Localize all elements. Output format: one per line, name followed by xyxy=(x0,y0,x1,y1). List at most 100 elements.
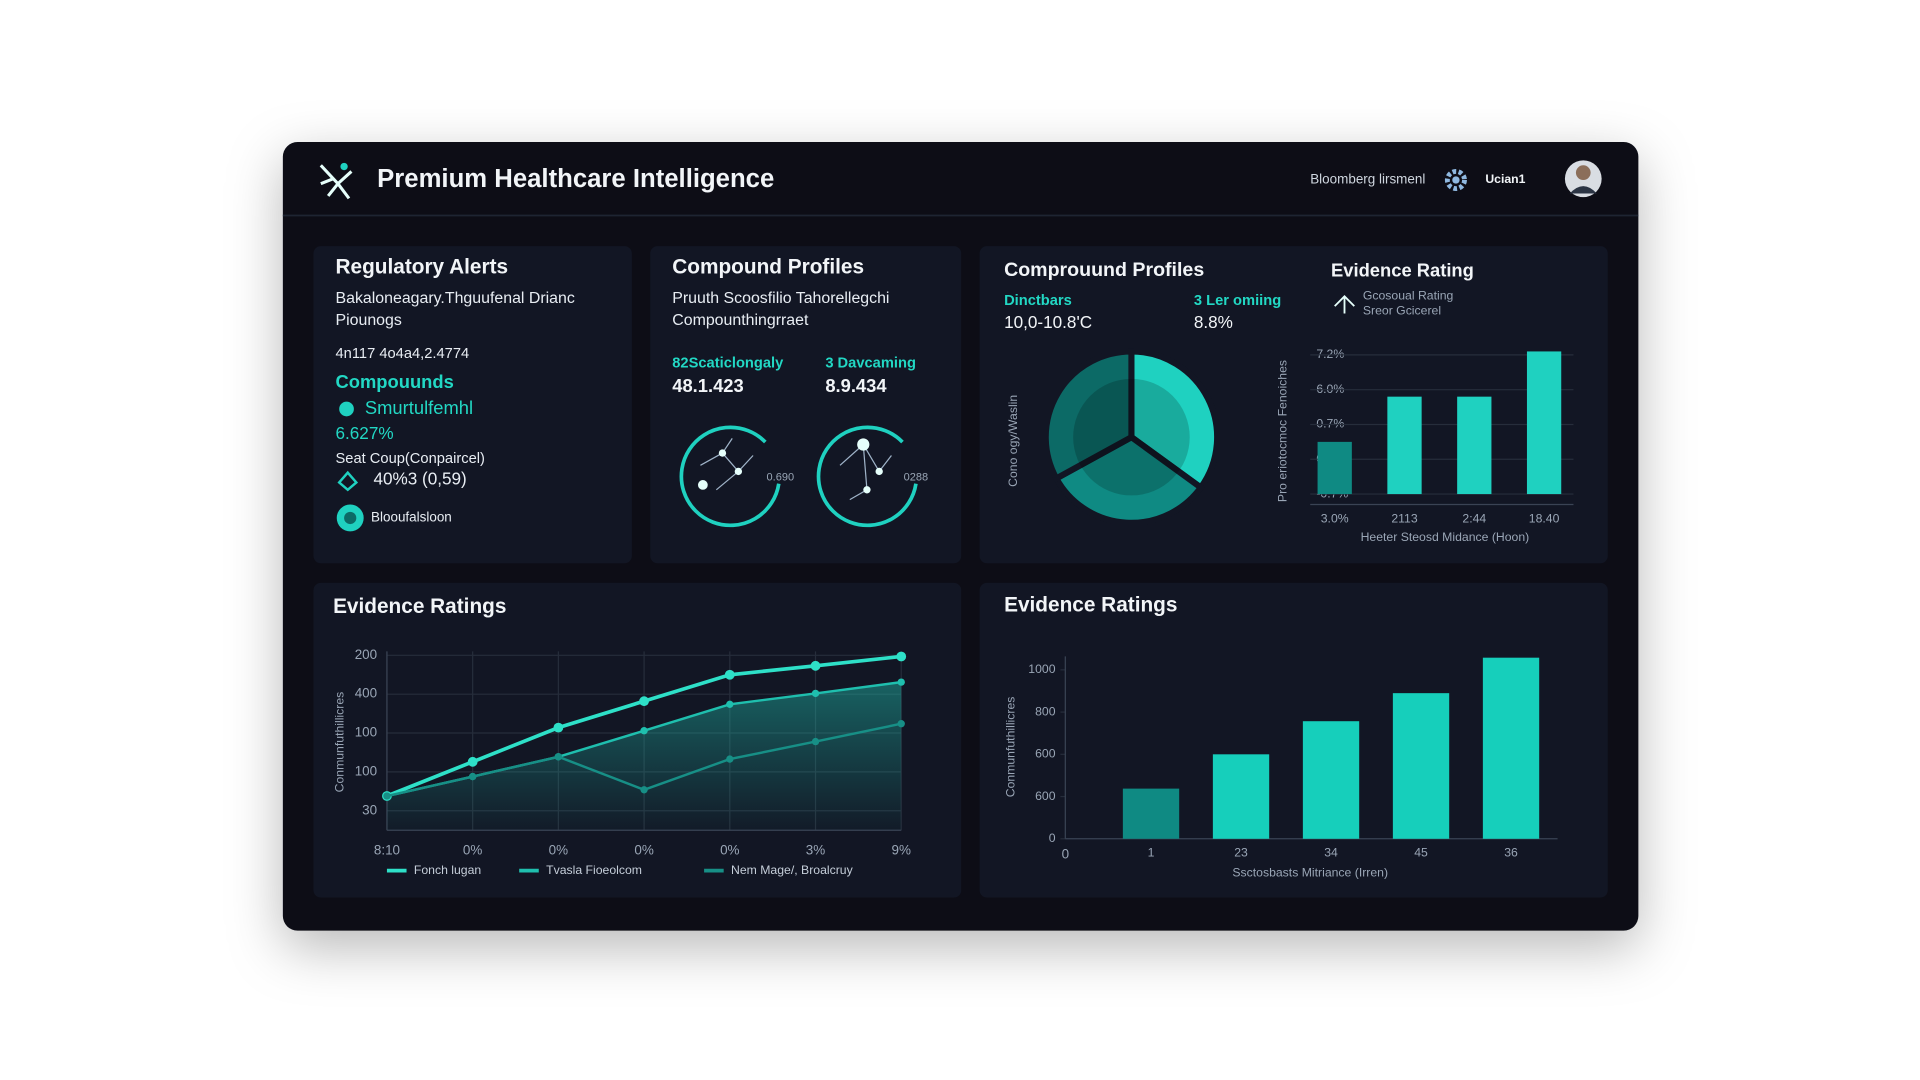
text: 0% xyxy=(549,843,568,858)
pie-slice xyxy=(1128,348,1221,492)
text: Piounogs xyxy=(336,312,402,329)
text: 40%3 (0,59) xyxy=(373,469,466,489)
point xyxy=(383,792,391,800)
text: Compounthingrraet xyxy=(672,312,809,329)
text: 100 xyxy=(355,725,377,740)
point xyxy=(468,772,477,781)
text: 36 xyxy=(1504,846,1518,860)
point xyxy=(897,720,905,728)
text: Pruuth Scoosfilio Tahorellegchi xyxy=(672,290,889,307)
text: 34 xyxy=(1324,846,1338,860)
text: 45 xyxy=(1414,846,1428,860)
footer-icon xyxy=(336,504,364,532)
bar xyxy=(1457,396,1492,495)
text: 48.1.423 xyxy=(672,375,743,396)
text: 100 xyxy=(355,763,377,778)
text: 1 xyxy=(1148,846,1155,860)
text: 18.40 xyxy=(1529,511,1560,525)
text: Bloomberg lirsmenl xyxy=(1310,172,1425,187)
text: Nem Mage/, Broalcruy xyxy=(731,863,854,877)
text: Ucian1 xyxy=(1485,172,1525,186)
text: 6.0% xyxy=(1316,382,1344,396)
text: 0.690 xyxy=(767,471,795,483)
scaled-root: Premium Healthcare Intelligence Bloomberg… xyxy=(282,142,1639,931)
text: Smurtulfemhl xyxy=(365,397,473,418)
settings-icon[interactable] xyxy=(1444,168,1467,192)
text: 200 xyxy=(355,647,377,662)
point xyxy=(811,689,820,698)
point xyxy=(897,678,905,686)
text: Conmunfuthillicres xyxy=(1004,697,1018,798)
text: Compouunds xyxy=(336,371,454,392)
text: Sreor Gcicerel xyxy=(1363,303,1441,317)
text: 0% xyxy=(720,843,739,858)
bar xyxy=(1392,693,1450,839)
point xyxy=(896,651,907,662)
text: 800 xyxy=(1035,704,1056,718)
text: 9% xyxy=(892,843,911,858)
text: Cono ogy/Waslin xyxy=(1006,395,1020,487)
pie-slice xyxy=(1052,433,1206,526)
text: Heeter Steosd Midance (Hoon) xyxy=(1361,530,1530,544)
text: Premium Healthcare Intelligence xyxy=(377,165,774,193)
text: 8.9.434 xyxy=(825,375,887,396)
text: 0% xyxy=(463,843,482,858)
text: Evidence Ratings xyxy=(333,595,506,618)
text: Evidence Rating xyxy=(1331,260,1474,281)
point xyxy=(640,786,648,794)
text: Tvasla Fioeolcom xyxy=(546,863,642,877)
panel xyxy=(650,246,962,564)
text: 2113 xyxy=(1391,511,1418,525)
text: 7.2% xyxy=(1316,347,1344,361)
text: 3 Ler omiing xyxy=(1194,293,1281,309)
pie-inner-shade xyxy=(1073,378,1190,496)
point xyxy=(726,755,734,763)
text: 2:44 xyxy=(1462,511,1486,525)
bar xyxy=(1387,396,1422,495)
text: Comprouund Profiles xyxy=(1004,259,1204,281)
text: 6.627% xyxy=(336,423,394,443)
point xyxy=(726,700,734,708)
point xyxy=(724,669,735,680)
text: Bakaloneagary.Thguufenal Drianc xyxy=(336,290,575,307)
text: 3.0% xyxy=(1321,511,1349,525)
pie-slice xyxy=(1042,348,1135,483)
point xyxy=(467,756,478,767)
logo xyxy=(319,162,353,200)
text: 8:10 xyxy=(374,843,400,858)
compound-icon xyxy=(339,401,354,417)
text: Compound Profiles xyxy=(672,256,864,279)
text: 3 Davcaming xyxy=(825,356,916,372)
text: 10,0-10.8'C xyxy=(1004,312,1092,332)
text: Gcosoual Rating xyxy=(1363,289,1454,303)
text: 0288 xyxy=(904,471,929,483)
bar xyxy=(1317,441,1352,495)
text: Dinctbars xyxy=(1004,293,1072,309)
area xyxy=(386,682,902,831)
text: 23 xyxy=(1234,846,1248,860)
panel xyxy=(313,246,632,564)
point xyxy=(810,660,821,671)
text: 400 xyxy=(355,686,377,701)
text: 1000 xyxy=(1028,662,1055,676)
text: 600 xyxy=(1035,747,1056,761)
bar xyxy=(1122,788,1180,839)
text: 0% xyxy=(634,843,653,858)
text: 30 xyxy=(362,802,377,817)
rating-icon xyxy=(1334,295,1355,314)
text: Conmunfuthillicres xyxy=(333,692,347,793)
text: 0 xyxy=(1062,846,1069,861)
text: 600 xyxy=(1035,789,1056,803)
text: 8.8% xyxy=(1194,312,1233,332)
text: 82Scaticlongaly xyxy=(672,356,784,372)
text: Regulatory Alerts xyxy=(336,256,509,279)
point xyxy=(639,696,649,707)
text: Fonch lugan xyxy=(414,863,482,877)
bar xyxy=(1302,721,1360,839)
bar xyxy=(1212,754,1270,839)
avatar[interactable] xyxy=(1564,160,1602,198)
molecule xyxy=(679,425,918,528)
text: Seat Coup(Conpaircel) xyxy=(336,451,485,467)
